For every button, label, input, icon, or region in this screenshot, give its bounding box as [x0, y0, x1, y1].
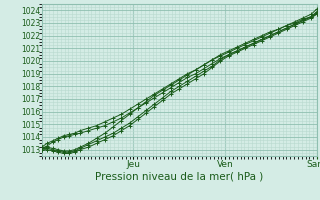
X-axis label: Pression niveau de la mer( hPa ): Pression niveau de la mer( hPa ) — [95, 172, 263, 182]
